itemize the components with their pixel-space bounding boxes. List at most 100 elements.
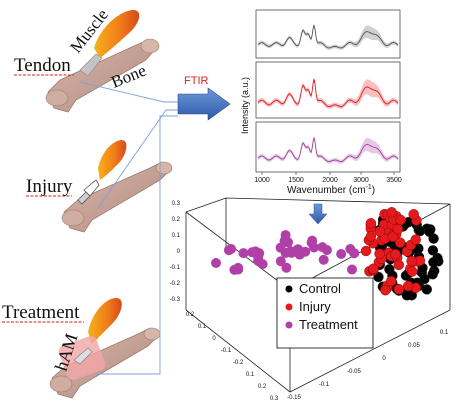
- spectra-x-axis-label-close: ): [372, 185, 375, 196]
- pca-point-injury: [386, 207, 397, 218]
- pca-point-treatment: [233, 264, 244, 275]
- pca-point-control: [427, 269, 438, 280]
- spectra-panel-frame-treatment: [255, 121, 401, 173]
- pca-point-injury: [395, 214, 406, 226]
- pca-bottom-tick-label-1: 0.05: [408, 343, 420, 349]
- pca-point-treatment: [223, 245, 234, 256]
- pca-depth-tick-label-2: 0: [212, 336, 216, 342]
- spectra-y-axis-label: Intensity (a.u.): [240, 77, 250, 134]
- pca-depth-tick-label-1: 0.1: [198, 324, 207, 330]
- legend-marker-control: [285, 285, 293, 293]
- pca-point-treatment: [250, 246, 261, 257]
- spectra-panel-frame-injury: [255, 61, 401, 119]
- pca-y-tick-label-3: 0: [177, 249, 181, 255]
- pca-point-treatment: [238, 248, 249, 259]
- spectrum-line-treatment: [257, 137, 399, 163]
- pca-point-injury: [386, 275, 397, 287]
- spectra-x-tick-label-1: 1500: [288, 177, 304, 184]
- pca-point-treatment: [345, 244, 356, 254]
- ftir-spectra-panel: Intensity (a.u.) Wavenumber (cm-1) 1000 1…: [240, 9, 402, 196]
- spectra-x-tick-label-3: 3000: [353, 177, 369, 184]
- pca-point-treatment: [283, 237, 293, 248]
- injury-anatomy-illustration: [61, 140, 173, 233]
- spectra-panel-frame-control: [255, 9, 401, 59]
- spectra-to-pca-arrow: [308, 203, 328, 225]
- pca-point-treatment: [336, 249, 347, 259]
- pca-depth-tick-label-7: 0.3: [270, 396, 279, 402]
- pca-depth-tick-label-6: 0.2: [258, 384, 267, 390]
- pca-point-treatment: [275, 256, 286, 267]
- pca-point-injury: [407, 266, 418, 277]
- connector-lines: [79, 81, 178, 375]
- pca-point-injury: [393, 259, 404, 271]
- legend-marker-treatment: [285, 321, 293, 329]
- pca-point-injury: [387, 231, 399, 242]
- pca-point-injury: [408, 209, 419, 220]
- pca-point-injury: [365, 231, 377, 242]
- spectra-x-tick-label-2: 2000: [322, 177, 338, 184]
- pca-point-control: [427, 245, 439, 256]
- pca-bottom-tick-label-2: 0: [382, 356, 386, 362]
- pca-bottom-tick-label-0: 0.1: [440, 330, 449, 336]
- pca-point-treatment: [211, 258, 221, 268]
- pca-legend: Control Injury Treatment: [276, 277, 374, 349]
- pca-point-injury: [368, 263, 379, 274]
- pca-depth-tick-label-0: 0.2: [186, 312, 195, 318]
- spectra-x-tick-label-0: 1000: [254, 177, 270, 184]
- pca-point-injury: [374, 226, 386, 237]
- spectrum-band-treatment: [258, 135, 398, 164]
- spectra-x-axis-label: Wavenumber (cm-1): [287, 184, 375, 196]
- ftir-label: FTIR: [184, 75, 208, 87]
- pca-point-control: [424, 226, 435, 238]
- pca-point-injury: [392, 223, 404, 235]
- pca-point-injury: [380, 285, 391, 296]
- pca-point-injury: [365, 218, 377, 229]
- pca-point-treatment: [347, 264, 357, 275]
- spectra-x-tick-label-4: 3500: [386, 177, 402, 184]
- legend-label-treatment: Treatment: [299, 317, 358, 332]
- spectrum-line-control: [257, 24, 399, 49]
- pca-y-tick-label-0: 0.3: [172, 201, 181, 207]
- pca-point-control: [428, 257, 439, 268]
- tendon-label: Tendon: [14, 55, 71, 76]
- legend-label-control: Control: [299, 281, 341, 296]
- legend-marker-injury: [285, 303, 293, 311]
- pca-y-tick-label-6: -0.3: [170, 297, 181, 303]
- pca-point-injury: [403, 280, 414, 292]
- spectrum-band-control: [258, 23, 398, 50]
- pca-depth-tick-label-4: -0.2: [233, 360, 244, 366]
- pca-point-treatment: [300, 246, 311, 257]
- pca-point-injury: [395, 237, 406, 248]
- spectrum-line-injury: [257, 79, 399, 108]
- pca-point-treatment: [257, 259, 268, 270]
- pca-bottom-tick-label-3: -0.05: [347, 369, 361, 375]
- pca-point-control: [421, 284, 432, 295]
- pca-point-injury: [406, 255, 417, 267]
- pca-depth-tick-label-3: -0.1: [221, 348, 232, 354]
- treatment-label: Treatment: [2, 302, 80, 323]
- pca-y-tick-label-2: 0.1: [172, 233, 181, 239]
- legend-box: [276, 277, 374, 349]
- pca-point-injury: [393, 284, 405, 295]
- pca-y-tick-label-5: -0.2: [170, 281, 181, 287]
- pca-y-tick-label-1: 0.2: [172, 217, 181, 223]
- pca-point-control: [419, 273, 430, 285]
- spectra-x-axis-label-text: Wavenumber (cm: [287, 185, 366, 196]
- pca-point-injury: [390, 248, 401, 260]
- pca-point-treatment: [280, 247, 291, 258]
- pca-3d-scatter-panel: 0.30.20.10-0.1-0.2-0.3 0.20.10-0.1-0.20.…: [170, 197, 451, 402]
- pca-bottom-tick-label-5: -0.15: [287, 395, 301, 401]
- injury-label: Injury: [26, 176, 73, 197]
- pca-point-treatment: [281, 262, 292, 273]
- tendon-anatomy-illustration: [45, 9, 160, 113]
- spectrum-band-injury: [258, 76, 398, 109]
- pca-point-injury: [374, 248, 385, 260]
- legend-label-injury: Injury: [299, 299, 331, 314]
- ftir-arrow: [177, 87, 231, 121]
- pca-bottom-tick-label-4: -0.1: [319, 382, 330, 388]
- pca-point-treatment: [317, 242, 328, 253]
- spectra-x-axis-label-superscript: -1: [366, 184, 372, 191]
- pca-point-treatment: [306, 237, 317, 248]
- pca-point-injury: [410, 234, 421, 245]
